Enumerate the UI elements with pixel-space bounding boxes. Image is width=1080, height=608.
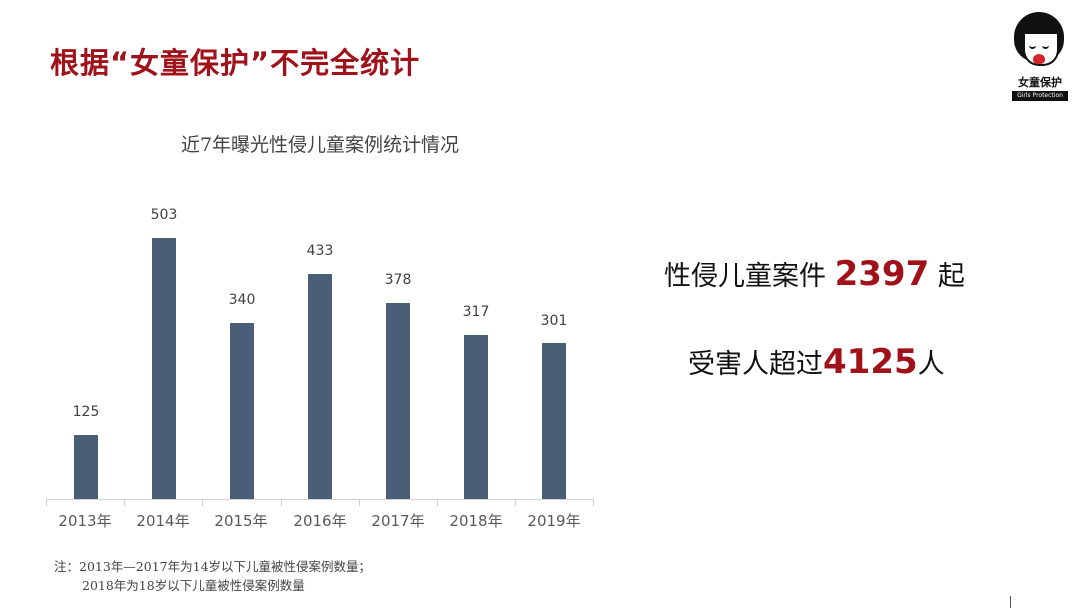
footnote-line-1: 注：2013年—2017年为14岁以下儿童被性侵案例数量； [54, 559, 372, 574]
value-label: 125 [72, 404, 100, 420]
closed-eye-icon [1029, 44, 1036, 49]
axis-tick [281, 500, 282, 506]
victims-label: 受害人超过 [688, 349, 823, 380]
axis-tick [593, 500, 594, 506]
logo-subtitle: Girls Protection [1012, 91, 1068, 101]
bar-2019 [542, 343, 566, 499]
victims-number: 4125 [823, 342, 918, 382]
cases-number: 2397 [834, 254, 930, 294]
value-label: 378 [384, 272, 412, 288]
text-cursor [1010, 596, 1011, 608]
heart-icon [1033, 54, 1045, 64]
value-label: 433 [306, 243, 334, 259]
axis-tick [437, 500, 438, 506]
cases-stat: 性侵儿童案件 2397 起 [664, 254, 965, 294]
x-tick-label: 2013年 [58, 512, 112, 530]
bar-2017 [386, 303, 410, 499]
x-tick-label: 2014年 [136, 512, 190, 530]
x-tick-label: 2016年 [293, 512, 347, 530]
x-tick-label: 2018年 [449, 512, 503, 530]
girls-protection-logo: 女童保护 Girls Protection [1008, 12, 1072, 108]
footnote-line-2: 2018年为18岁以下儿童被性侵案例数量 [82, 578, 305, 593]
girl-face-icon [1023, 34, 1059, 66]
axis-tick [124, 500, 125, 506]
bar-2018 [464, 335, 488, 499]
bar-2014 [152, 238, 176, 499]
cases-unit: 起 [937, 261, 965, 292]
x-tick-label: 2015年 [214, 512, 268, 530]
cases-label: 性侵儿童案件 [664, 261, 826, 292]
bar-chart: 125 503 340 433 378 317 301 [46, 200, 594, 506]
logo-name: 女童保护 [1018, 76, 1062, 89]
bar-2013 [74, 435, 98, 499]
axis-tick [46, 500, 47, 506]
bar-2015 [230, 323, 254, 499]
closed-eye-icon [1042, 44, 1049, 49]
x-axis [46, 499, 594, 500]
axis-tick [202, 500, 203, 506]
value-label: 317 [462, 304, 490, 320]
axis-tick [515, 500, 516, 506]
x-tick-label: 2017年 [371, 512, 425, 530]
x-tick-label: 2019年 [527, 512, 581, 530]
value-label: 301 [540, 313, 568, 329]
chart-footnote: 注：2013年—2017年为14岁以下儿童被性侵案例数量； 2018年为18岁以… [54, 557, 371, 595]
victims-unit: 人 [917, 349, 945, 380]
axis-tick [359, 500, 360, 506]
victims-stat: 受害人超过4125人 [688, 342, 945, 382]
value-label: 340 [228, 292, 256, 308]
chart-title: 近7年曝光性侵儿童案例统计情况 [180, 134, 460, 156]
bar-2016 [308, 274, 332, 499]
slide-title: 根据“女童保护”不完全统计 [50, 46, 421, 80]
value-label: 503 [150, 207, 178, 223]
